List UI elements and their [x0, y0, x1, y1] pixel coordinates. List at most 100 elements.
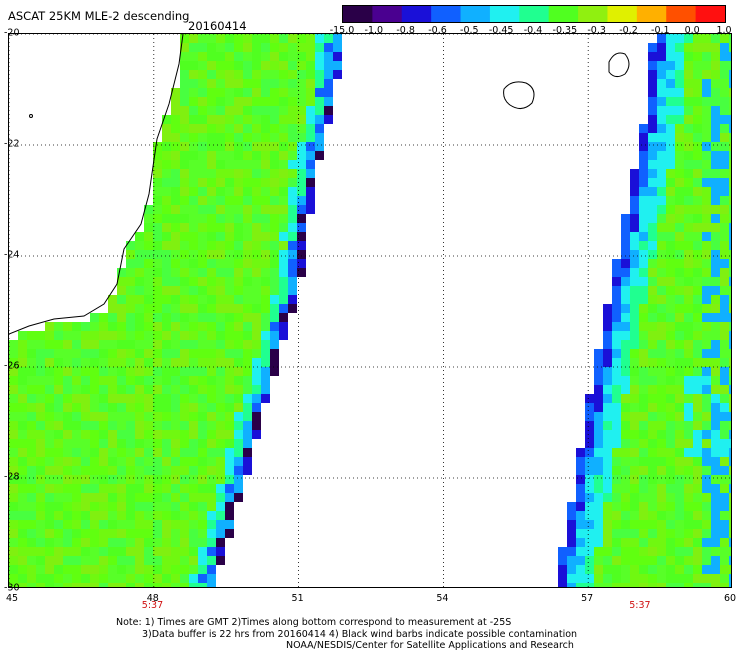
- swath-cell: [675, 160, 684, 169]
- swath-cell: [720, 115, 729, 124]
- swath-cell: [612, 439, 621, 448]
- swath-cell: [189, 52, 198, 61]
- swath-cell: [126, 394, 135, 403]
- swath-cell: [729, 394, 731, 403]
- swath-cell: [657, 322, 666, 331]
- swath-cell: [630, 241, 639, 250]
- swath-cell: [189, 241, 198, 250]
- swath-cell: [216, 448, 225, 457]
- swath-cell: [702, 196, 711, 205]
- swath-cell: [198, 520, 207, 529]
- swath-cell: [657, 304, 666, 313]
- swath-cell: [90, 412, 99, 421]
- swath-cell: [144, 565, 153, 574]
- swath-cell: [666, 277, 675, 286]
- swath-cell: [288, 259, 297, 268]
- swath-cell: [81, 448, 90, 457]
- swath-cell: [576, 574, 585, 583]
- swath-cell: [207, 295, 216, 304]
- swath-cell: [189, 187, 198, 196]
- swath-cell: [162, 232, 171, 241]
- swath-cell: [243, 313, 252, 322]
- swath-cell: [162, 511, 171, 520]
- swath-cell: [585, 556, 594, 565]
- swath-cell: [684, 520, 693, 529]
- swath-cell: [108, 511, 117, 520]
- swath-cell: [135, 520, 144, 529]
- swath-cell: [648, 106, 657, 115]
- swath-cell: [36, 556, 45, 565]
- swath-cell: [693, 232, 702, 241]
- swath-cell: [648, 169, 657, 178]
- swath-cell: [153, 565, 162, 574]
- swath-cell: [153, 367, 162, 376]
- swath-cell: [675, 97, 684, 106]
- swath-cell: [162, 268, 171, 277]
- swath-cell: [648, 250, 657, 259]
- swath-cell: [99, 385, 108, 394]
- swath-cell: [657, 475, 666, 484]
- swath-cell: [648, 520, 657, 529]
- swath-cell: [270, 70, 279, 79]
- swath-cell: [90, 466, 99, 475]
- swath-cell: [675, 457, 684, 466]
- swath-cell: [216, 205, 225, 214]
- swath-cell: [693, 187, 702, 196]
- swath-cell: [162, 583, 171, 587]
- swath-cell: [180, 304, 189, 313]
- swath-cell: [126, 529, 135, 538]
- swath-cell: [99, 502, 108, 511]
- swath-cell: [720, 313, 729, 322]
- swath-cell: [261, 160, 270, 169]
- swath-cell: [621, 421, 630, 430]
- swath-cell: [684, 358, 693, 367]
- swath-cell: [234, 349, 243, 358]
- swath-cell: [207, 61, 216, 70]
- swath-cell: [270, 61, 279, 70]
- swath-cell: [702, 556, 711, 565]
- swath-cell: [126, 493, 135, 502]
- swath-cell: [180, 268, 189, 277]
- swath-cell: [648, 421, 657, 430]
- swath-cell: [720, 250, 729, 259]
- swath-cell: [270, 124, 279, 133]
- swath-cell: [252, 151, 261, 160]
- swath-cell: [252, 223, 261, 232]
- swath-cell: [108, 583, 117, 587]
- swath-cell: [162, 331, 171, 340]
- swath-cell: [567, 574, 576, 583]
- swath-cell: [153, 583, 162, 587]
- swath-cell: [171, 412, 180, 421]
- swath-cell: [27, 394, 36, 403]
- swath-cell: [216, 367, 225, 376]
- swath-cell: [189, 115, 198, 124]
- swath-cell: [585, 511, 594, 520]
- swath-cell: [171, 583, 180, 587]
- swath-cell: [81, 511, 90, 520]
- swath-cell: [9, 502, 18, 511]
- swath-cell: [252, 430, 261, 439]
- swath-cell: [234, 457, 243, 466]
- swath-cell: [684, 97, 693, 106]
- swath-cell: [27, 556, 36, 565]
- swath-map[interactable]: [8, 33, 732, 588]
- swath-cell: [720, 241, 729, 250]
- swath-cell: [270, 241, 279, 250]
- swath-cell: [207, 457, 216, 466]
- swath-cell: [126, 583, 135, 587]
- swath-cell: [675, 358, 684, 367]
- swath-cell: [72, 448, 81, 457]
- swath-cell: [243, 232, 252, 241]
- swath-cell: [36, 421, 45, 430]
- swath-cell: [180, 538, 189, 547]
- swath-cell: [108, 439, 117, 448]
- swath-cell: [243, 133, 252, 142]
- swath-cell: [171, 331, 180, 340]
- swath-cell: [108, 403, 117, 412]
- swath-cell: [180, 475, 189, 484]
- swath-cell: [684, 430, 693, 439]
- swath-cell: [171, 502, 180, 511]
- swath-cell: [711, 259, 720, 268]
- swath-cell: [72, 475, 81, 484]
- swath-cell: [261, 97, 270, 106]
